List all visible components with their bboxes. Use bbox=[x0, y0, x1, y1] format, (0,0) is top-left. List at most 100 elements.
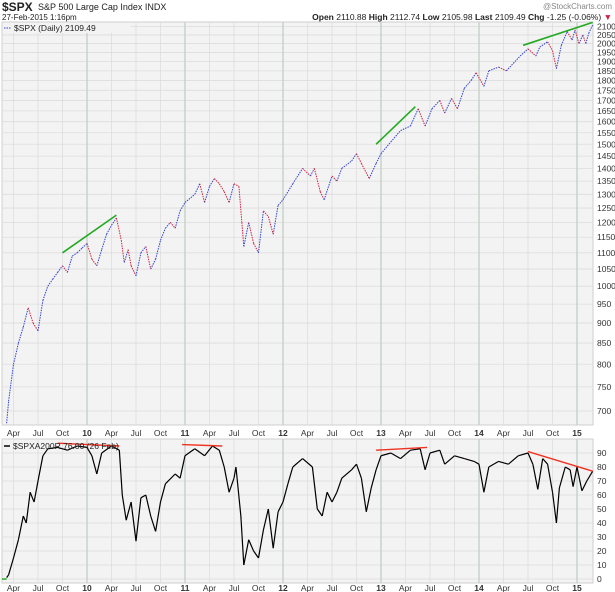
price-segment bbox=[263, 210, 269, 217]
price-segment bbox=[578, 34, 584, 44]
x-tick-label: Apr bbox=[7, 428, 20, 438]
price-segment bbox=[451, 98, 458, 110]
price-segment bbox=[552, 50, 557, 69]
price-segment bbox=[150, 259, 157, 270]
breadth-segment bbox=[316, 508, 323, 517]
price-segment bbox=[218, 183, 225, 192]
breadth-segment bbox=[125, 501, 132, 521]
price-segment bbox=[313, 168, 321, 192]
price-segment bbox=[527, 48, 537, 57]
x-tick-label: Apr bbox=[203, 583, 216, 592]
open-label: Open bbox=[312, 12, 334, 22]
price-segment bbox=[258, 210, 264, 253]
y-tick-label: 90 bbox=[597, 448, 607, 458]
breadth-segment bbox=[547, 464, 554, 493]
price-segment bbox=[115, 217, 122, 241]
y-tick-label: 1800 bbox=[597, 75, 615, 85]
x-tick-label: 12 bbox=[278, 428, 288, 438]
breadth-segment bbox=[551, 492, 558, 524]
x-tick-label: Jul bbox=[131, 583, 142, 592]
price-panel: 700 750 800 850 900 950 1000 1050 1100 1150 1200 12… bbox=[1, 21, 615, 438]
breadth-segment bbox=[12, 539, 19, 559]
breadth-segment bbox=[498, 460, 509, 465]
price-segment bbox=[199, 183, 206, 203]
price-segment bbox=[331, 175, 338, 182]
breadth-legend: $SPXA200R 76.00 (26 Feb) bbox=[4, 441, 119, 451]
breadth-segment bbox=[118, 450, 123, 496]
breadth-segment bbox=[135, 497, 142, 542]
y-tick-label: 1500 bbox=[597, 139, 615, 149]
x-tick-label: 14 bbox=[474, 583, 484, 592]
x-tick-label: Jul bbox=[131, 428, 142, 438]
breadth-segment bbox=[424, 452, 431, 470]
breadth-segment bbox=[150, 515, 157, 532]
price-segment bbox=[130, 265, 137, 277]
x-tick-label: Apr bbox=[399, 583, 412, 592]
x-tick-label: Oct bbox=[56, 428, 70, 438]
y-tick-label: 1850 bbox=[597, 66, 615, 76]
y-tick-label: 50 bbox=[597, 504, 607, 514]
y-tick-label: 1400 bbox=[597, 163, 615, 173]
breadth-segment bbox=[223, 466, 230, 493]
x-tick-label: Oct bbox=[154, 428, 168, 438]
breadth-segment bbox=[17, 515, 24, 540]
x-tick-label: Apr bbox=[301, 583, 314, 592]
y-tick-label: 0 bbox=[597, 574, 602, 584]
breadth-segment bbox=[218, 450, 225, 468]
y-tick-label: 1100 bbox=[597, 248, 615, 258]
breadth-segment bbox=[454, 455, 465, 460]
breadth-segment bbox=[473, 460, 480, 465]
breadth-segment bbox=[360, 478, 367, 512]
price-segment bbox=[319, 191, 325, 200]
breadth-segment bbox=[29, 491, 35, 503]
breadth-segment bbox=[77, 445, 88, 448]
breadth-segment bbox=[429, 449, 440, 454]
breadth-segment bbox=[576, 466, 583, 491]
price-segment bbox=[76, 247, 83, 254]
price-segment bbox=[42, 286, 49, 301]
breadth-segment bbox=[33, 480, 39, 503]
breadth-segment bbox=[321, 492, 328, 517]
breadth-segment bbox=[375, 455, 382, 470]
breadth-segment bbox=[91, 455, 98, 475]
price-segment bbox=[135, 252, 142, 276]
breadth-segment bbox=[145, 494, 152, 517]
plot-area bbox=[1, 438, 594, 584]
breadth-segment bbox=[370, 469, 377, 489]
breadth-segment bbox=[164, 473, 176, 485]
y-tick-label: 10 bbox=[597, 560, 607, 570]
price-segment bbox=[194, 183, 201, 195]
price-segment bbox=[174, 210, 181, 229]
y-tick-label: 800 bbox=[597, 359, 611, 369]
low-value: 2105.98 bbox=[442, 12, 473, 22]
breadth-segment bbox=[248, 539, 255, 552]
price-segment bbox=[165, 222, 171, 229]
price-segment bbox=[512, 55, 521, 64]
x-tick-label: 11 bbox=[181, 428, 190, 438]
y-tick-label: 60 bbox=[597, 490, 607, 500]
price-segment bbox=[463, 80, 472, 89]
breadth-segment bbox=[155, 501, 162, 532]
breadth-segment bbox=[410, 448, 421, 451]
symbol: $SPX bbox=[2, 0, 33, 14]
breadth-segment bbox=[351, 463, 357, 471]
price-segment bbox=[368, 163, 377, 179]
x-tick-label: Jul bbox=[523, 428, 534, 438]
open-value: 2110.88 bbox=[336, 12, 366, 22]
price-segment bbox=[120, 240, 125, 263]
x-tick-label: Apr bbox=[105, 428, 118, 438]
brand-watermark: @StockCharts.com bbox=[543, 2, 612, 11]
price-segment bbox=[356, 153, 362, 164]
price-segment bbox=[96, 249, 103, 266]
price-segment bbox=[582, 34, 587, 44]
breadth-panel: 0 10 20 30 40 50 60 70 80 90 Apr Jul Oct 10 Apr Jul Oct 1… bbox=[1, 438, 607, 592]
y-tick-label: 40 bbox=[597, 518, 607, 528]
price-segment bbox=[282, 183, 294, 201]
breadth-segment bbox=[569, 469, 574, 487]
price-segment bbox=[248, 222, 255, 244]
price-segment bbox=[409, 108, 419, 127]
price-segment bbox=[506, 63, 514, 72]
breadth-segment bbox=[267, 508, 274, 549]
price-segment bbox=[72, 252, 78, 257]
